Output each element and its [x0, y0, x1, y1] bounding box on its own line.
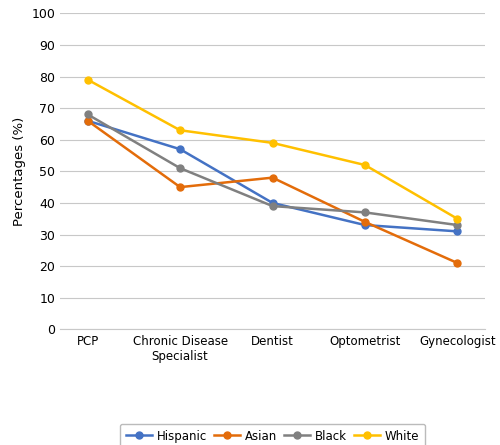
- Hispanic: [177, 146, 183, 152]
- Hispanic: [362, 222, 368, 228]
- White: [362, 162, 368, 168]
- Asian: [84, 118, 90, 123]
- Line: Asian: Asian: [84, 117, 461, 267]
- Asian: [362, 219, 368, 225]
- Legend: Hispanic, Asian, Black, White: Hispanic, Asian, Black, White: [120, 424, 425, 445]
- Black: [270, 203, 276, 209]
- Asian: [454, 260, 460, 266]
- Hispanic: [454, 229, 460, 234]
- Hispanic: [270, 200, 276, 206]
- Black: [454, 222, 460, 228]
- Black: [362, 210, 368, 215]
- Line: White: White: [84, 76, 461, 222]
- Line: Black: Black: [84, 111, 461, 229]
- Asian: [270, 175, 276, 180]
- Line: Hispanic: Hispanic: [84, 117, 461, 235]
- White: [454, 216, 460, 221]
- White: [84, 77, 90, 82]
- White: [270, 140, 276, 146]
- Hispanic: [84, 118, 90, 123]
- Y-axis label: Percentages (%): Percentages (%): [12, 117, 26, 226]
- Black: [177, 166, 183, 171]
- Asian: [177, 184, 183, 190]
- White: [177, 128, 183, 133]
- Black: [84, 112, 90, 117]
